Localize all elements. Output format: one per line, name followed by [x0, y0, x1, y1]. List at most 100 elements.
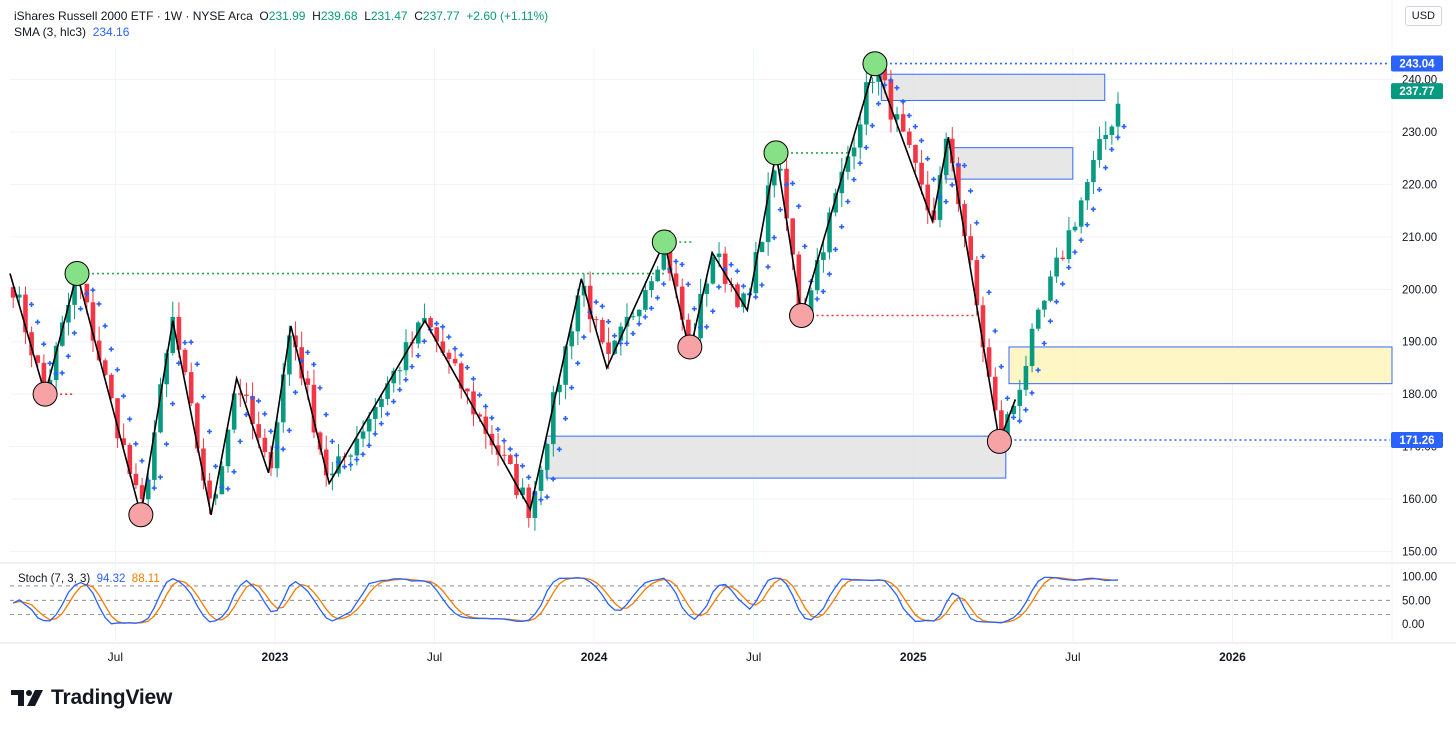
sma-marker [1066, 265, 1072, 271]
candle-body [839, 171, 845, 194]
tradingview-icon [11, 690, 43, 706]
sma-marker [998, 364, 1004, 370]
candle-body [882, 68, 888, 81]
sma-marker [1041, 340, 1047, 346]
zone-box [545, 435, 1007, 479]
sma-marker [421, 338, 427, 344]
sma-marker [391, 399, 397, 405]
candle-body [477, 414, 482, 417]
sma-marker [839, 224, 845, 230]
sma-marker [341, 464, 347, 470]
sma-marker [912, 124, 918, 130]
candle-body [514, 463, 519, 496]
sma-marker [728, 262, 734, 268]
sma-marker [1047, 318, 1053, 324]
sma-marker [1029, 390, 1035, 396]
candle-body [618, 326, 624, 341]
sma-marker [219, 484, 225, 490]
candle-body [1005, 414, 1010, 441]
candle-body [1054, 257, 1059, 277]
price-label-box [1391, 55, 1443, 72]
candle-body [1017, 389, 1023, 406]
sma-marker [483, 403, 489, 409]
candle-body [980, 305, 986, 348]
candle-body [667, 240, 673, 274]
symbol-legend: iShares Russell 2000 ETF · 1W · NYSE Arc… [14, 9, 548, 23]
candle-body [1097, 139, 1102, 161]
sma-marker [630, 331, 636, 337]
sma-legend[interactable]: SMA (3, hlc3) 234.16 [14, 25, 129, 39]
candle-body [182, 349, 188, 373]
candle-body [1072, 226, 1078, 231]
candle-body [661, 240, 667, 270]
sma-marker [968, 188, 974, 194]
sma-marker [274, 444, 280, 450]
sma-marker [1090, 206, 1096, 212]
candle-body [808, 290, 814, 311]
candle-body [244, 394, 249, 397]
swing-low-marker [986, 428, 1012, 454]
sma-marker [691, 306, 697, 312]
candle-body [956, 163, 961, 205]
sma-marker [59, 370, 65, 376]
candle-body [385, 383, 390, 399]
y-tick-label: 160.00 [1402, 494, 1437, 506]
sma-marker [458, 352, 464, 358]
sma-marker [206, 428, 212, 434]
sma-marker [943, 199, 949, 205]
sma-marker [925, 156, 931, 162]
candle-body [1085, 182, 1090, 201]
candle-body [121, 438, 126, 446]
candle-body [716, 253, 722, 258]
candle-body [765, 185, 771, 243]
sma-marker [992, 328, 998, 334]
sma-marker [593, 299, 599, 305]
sma-marker [1053, 299, 1059, 305]
sma-marker [704, 324, 710, 330]
sma-marker [182, 340, 188, 346]
candle-body [814, 259, 820, 291]
candle-body [428, 318, 433, 328]
sma-marker [826, 271, 832, 277]
sma-marker [477, 392, 483, 398]
sma-marker [41, 341, 47, 347]
sma-marker [397, 387, 403, 393]
sma-marker [949, 182, 955, 188]
x-tick-label: 2024 [581, 650, 608, 664]
sma-marker [544, 494, 550, 500]
sma-marker [194, 361, 200, 367]
tradingview-logo[interactable]: TradingView [11, 686, 172, 710]
sma-marker [937, 194, 943, 200]
candle-body [311, 384, 317, 433]
high-label: H [312, 9, 321, 23]
sma-marker [526, 474, 532, 480]
sma-marker [470, 376, 476, 382]
candle-body [446, 352, 452, 359]
candle-body [250, 396, 255, 425]
stoch-d-value: 88.11 [131, 573, 160, 585]
sma-marker [1121, 124, 1127, 130]
stoch-legend[interactable]: Stoch (7, 3, 3) 94.32 88.11 [18, 573, 160, 585]
sma-marker [108, 346, 114, 352]
candle-body [219, 466, 225, 495]
sma-marker [961, 163, 967, 169]
candle-body [280, 374, 286, 423]
candle-body [526, 487, 532, 518]
candle-body [330, 473, 335, 476]
sma-marker [894, 85, 900, 91]
candle-body [72, 277, 77, 305]
x-tick-label: Jul [427, 650, 442, 664]
candle-body [145, 479, 151, 500]
candle-body [919, 162, 924, 185]
sma-marker [262, 411, 268, 417]
sma-marker [231, 469, 237, 475]
candle-body [704, 283, 710, 295]
currency-button[interactable]: USD [1404, 6, 1442, 26]
candle-body [630, 316, 636, 318]
candle-body [569, 331, 575, 347]
candle-body [600, 320, 605, 343]
sma-marker [409, 364, 415, 370]
candle-body [655, 269, 660, 282]
